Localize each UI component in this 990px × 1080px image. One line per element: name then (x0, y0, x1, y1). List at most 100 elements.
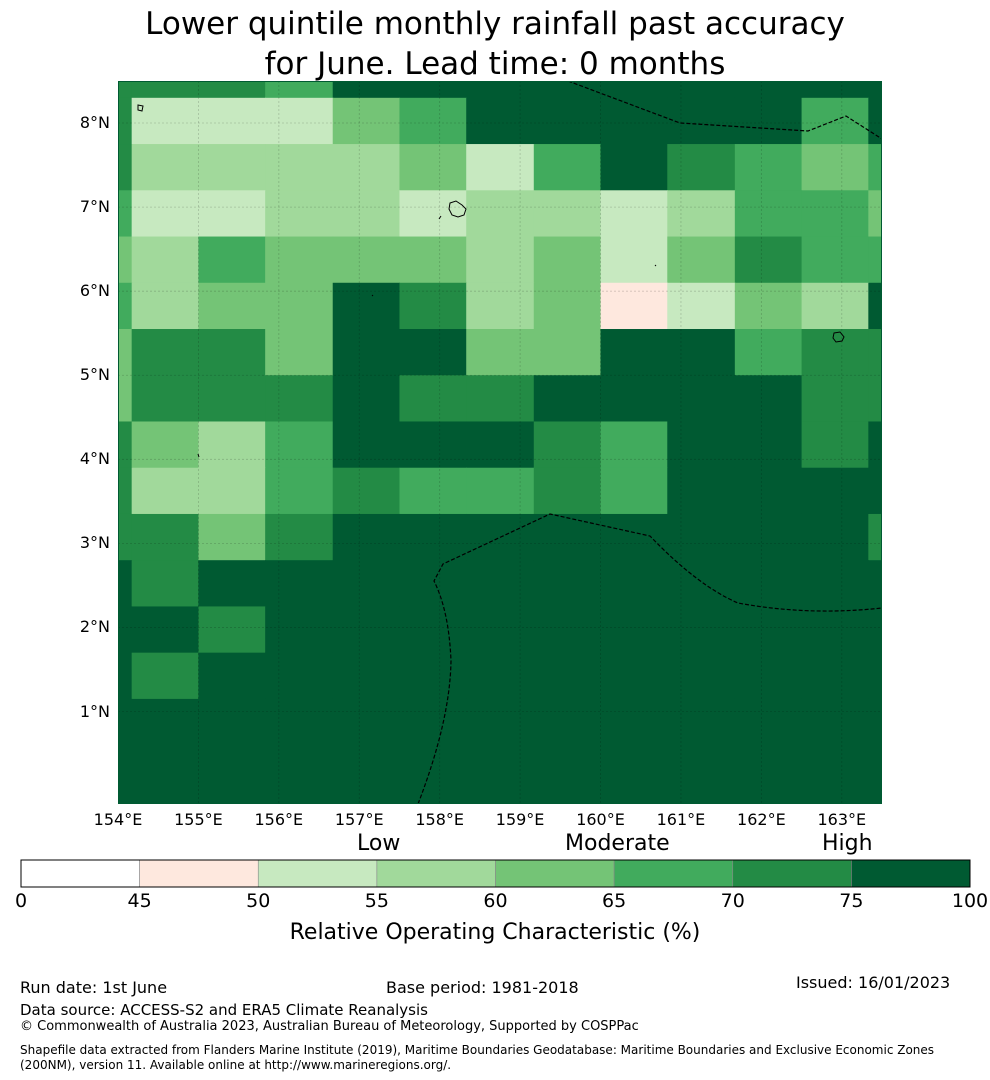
roc-cell (466, 144, 535, 191)
roc-cell (332, 144, 401, 191)
colorbar-tick-label: 0 (14, 890, 28, 912)
roc-cell (667, 375, 736, 423)
roc-cell (198, 144, 266, 191)
roc-cell (734, 606, 803, 654)
roc-cell (533, 606, 602, 654)
islet-west-4n (197, 453, 200, 458)
roc-cell (399, 190, 467, 238)
roc-cell (868, 467, 882, 515)
run-date: Run date: 1st June (20, 978, 168, 997)
roc-cell (667, 421, 736, 469)
roc-cell (118, 698, 133, 804)
copyright-notice: © Commonwealth of Australia 2023, Austra… (20, 1019, 639, 1034)
roc-cell (600, 652, 668, 700)
colorbar-tick-label: 70 (720, 890, 745, 912)
roc-cell (198, 652, 266, 700)
roc-cell (801, 282, 869, 330)
longitude-tick-label: 158°E (415, 810, 464, 829)
roc-cell (265, 375, 334, 423)
roc-cell (600, 282, 668, 330)
roc-cell (131, 606, 200, 654)
eez-boundary-north (567, 81, 882, 140)
roc-cell (667, 81, 736, 99)
latitude-tick-label: 1°N (79, 701, 110, 721)
map-title-line2: for June. Lead time: 0 months (264, 46, 726, 82)
roc-cell (734, 282, 803, 330)
roc-cell (118, 652, 133, 700)
roc-cell (734, 81, 803, 99)
roc-grid-cells (118, 81, 882, 804)
roc-cell (332, 652, 401, 700)
roc-cell (533, 81, 602, 99)
roc-cell (801, 144, 869, 191)
roc-cell (265, 698, 334, 804)
colorbar-segment (613, 859, 734, 888)
roc-cell (265, 421, 334, 469)
roc-cell (868, 329, 882, 376)
roc-cell (118, 190, 133, 238)
roc-cell (265, 652, 334, 700)
colorbar-tick-label: 45 (127, 890, 152, 912)
roc-cell (533, 652, 602, 700)
roc-cell (198, 513, 266, 561)
roc-cell (265, 236, 334, 284)
colorbar-frame (20, 859, 971, 888)
roc-cell (399, 698, 467, 804)
roc-cell (265, 329, 334, 376)
colorbar-tick-label: 50 (246, 890, 271, 912)
roc-cell (868, 652, 882, 700)
roc-cell (600, 606, 668, 654)
roc-cell (667, 236, 736, 284)
roc-cell (734, 560, 803, 608)
roc-cell (399, 81, 467, 99)
roc-cell (801, 97, 869, 145)
roc-cell (198, 467, 266, 515)
roc-cell (734, 97, 803, 145)
roc-cell (868, 236, 882, 284)
roc-cell (118, 467, 133, 515)
roc-cell (265, 606, 334, 654)
roc-cell (466, 560, 535, 608)
roc-cell (399, 97, 467, 145)
roc-cell (131, 236, 200, 284)
roc-cell (868, 282, 882, 330)
colorbar-tick-label: 65 (602, 890, 627, 912)
roc-cell (131, 698, 200, 804)
roc-cell (198, 282, 266, 330)
roc-cell (131, 282, 200, 330)
roc-cell (466, 97, 535, 145)
colorbar-segment (257, 859, 378, 888)
colorbar (20, 859, 971, 888)
roc-cell (466, 467, 535, 515)
colorbar-segment (732, 859, 852, 888)
roc-cell (801, 329, 869, 376)
roc-cell (265, 144, 334, 191)
longitude-tick-label: 160°E (576, 810, 625, 829)
island-pohnpei (448, 200, 467, 218)
roc-cell (466, 329, 535, 376)
roc-cell (868, 606, 882, 654)
roc-cell (399, 606, 467, 654)
roc-cell (399, 421, 467, 469)
roc-cell (667, 560, 736, 608)
roc-cell (118, 144, 133, 191)
roc-cell (332, 467, 401, 515)
map-frame (118, 81, 882, 804)
roc-cell (801, 467, 869, 515)
roc-cell (466, 81, 535, 99)
roc-cell (868, 560, 882, 608)
roc-cell (667, 190, 736, 238)
roc-cell (265, 97, 334, 145)
roc-cell (801, 513, 869, 561)
roc-cell (466, 375, 535, 423)
roc-cell (533, 467, 602, 515)
issued-date: Issued: 16/01/2023 (796, 973, 951, 992)
category-low-label: Low (357, 831, 401, 856)
colorbar-tick-label: 55 (364, 890, 389, 912)
longitude-tick-label: 163°E (817, 810, 867, 829)
islands (137, 104, 845, 458)
roc-cell (667, 652, 736, 700)
shapefile-credit: Shapefile data extracted from Flanders M… (20, 1043, 935, 1072)
roc-cell (667, 97, 736, 145)
roc-cell (801, 236, 869, 284)
